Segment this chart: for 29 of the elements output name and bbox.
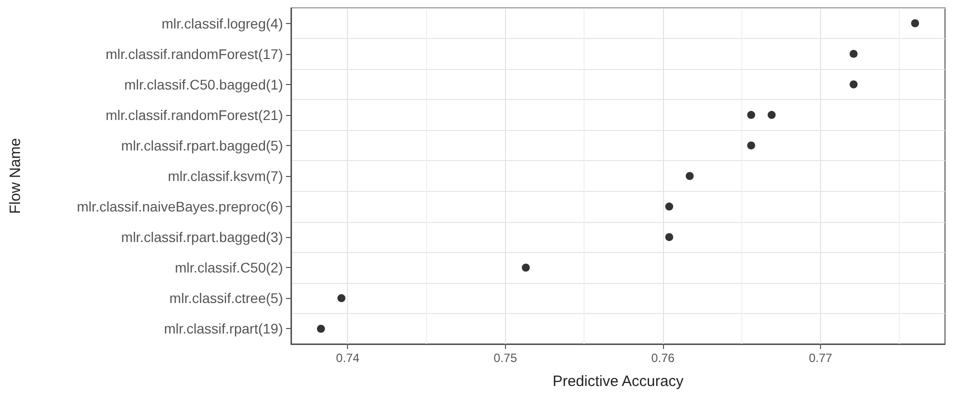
point xyxy=(850,50,858,58)
y-tick-label: mlr.classif.naiveBayes.preproc(6) xyxy=(76,198,283,215)
point xyxy=(768,110,776,119)
point xyxy=(337,294,346,302)
y-tick-label: mlr.classif.rpart.bagged(5) xyxy=(121,137,283,154)
y-tick-label: mlr.classif.C50(2) xyxy=(174,260,283,276)
point xyxy=(686,172,694,180)
point xyxy=(747,141,756,150)
y-tick-label: mlr.classif.rpart.bagged(3) xyxy=(121,229,283,246)
point xyxy=(747,110,756,119)
x-tick-label: 0.74 xyxy=(336,351,360,365)
point xyxy=(316,324,325,333)
y-axis-title: Flow Name xyxy=(7,138,24,214)
x-tick-label: 0.76 xyxy=(651,351,675,365)
x-tick-label: 0.77 xyxy=(808,351,833,365)
y-tick-label: mlr.classif.randomForest(21) xyxy=(106,106,283,123)
y-tick-label: mlr.classif.C50.bagged(1) xyxy=(124,76,283,92)
x-axis-title: Predictive Accuracy xyxy=(552,373,684,390)
y-tick-label: mlr.classif.logreg(4) xyxy=(162,15,283,32)
y-tick-label: mlr.classif.ctree(5) xyxy=(169,290,283,306)
x-tick-label: 0.75 xyxy=(494,351,518,365)
point xyxy=(850,80,858,88)
y-tick-label: mlr.classif.rpart(19) xyxy=(164,320,283,337)
point xyxy=(522,264,530,272)
y-tick-label: mlr.classif.randomForest(17) xyxy=(106,46,283,62)
y-tick-label: mlr.classif.ksvm(7) xyxy=(168,168,283,184)
point xyxy=(665,233,674,242)
point xyxy=(911,19,920,28)
point xyxy=(665,202,674,211)
